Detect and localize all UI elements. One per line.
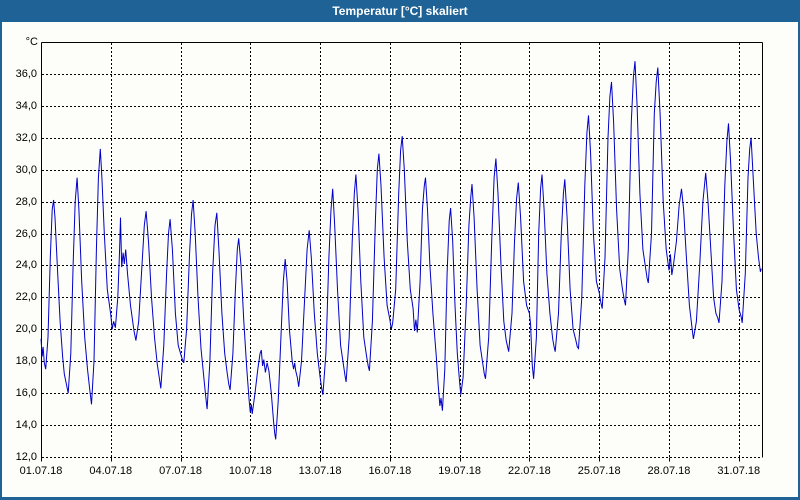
y-tick-label: 34,0: [15, 99, 37, 112]
y-tick-label: 12,0: [15, 451, 37, 463]
x-tick-label: 25.07.18: [577, 465, 621, 477]
y-axis-unit-label: °C: [25, 36, 38, 48]
x-tick-label: 13.07.18: [298, 465, 342, 477]
y-tick-label: 24,0: [15, 259, 37, 272]
x-tick-label: 04.07.18: [89, 465, 133, 477]
y-tick-label: 36,0: [15, 67, 37, 80]
y-tick-label: 16,0: [15, 387, 37, 400]
y-tick-label: 20,0: [15, 323, 37, 336]
x-tick-label: 01.07.18: [19, 465, 63, 477]
x-tick-label: 31.07.18: [717, 465, 761, 477]
x-tick-label: 28.07.18: [647, 465, 691, 477]
x-tick-label: 19.07.18: [438, 465, 482, 477]
temperature-line: [40, 61, 762, 440]
y-tick-label: 18,0: [15, 355, 37, 368]
x-tick-label: 07.07.18: [159, 465, 202, 477]
y-tick-label: 26,0: [15, 227, 37, 240]
y-tick-label: 30,0: [15, 163, 37, 176]
chart-panel: [2, 22, 798, 497]
y-tick-label: 14,0: [15, 419, 37, 432]
x-tick-label: 10.07.18: [228, 465, 272, 477]
y-tick-label: 22,0: [15, 291, 37, 304]
chart-title: Temperatur [°C] skaliert: [332, 4, 468, 18]
y-tick-label: 28,0: [15, 195, 37, 208]
x-tick-label: 22.07.18: [507, 465, 551, 477]
y-tick-label: 32,0: [15, 131, 37, 144]
window-titlebar: Temperatur [°C] skaliert: [0, 0, 800, 22]
x-tick-label: 16.07.18: [368, 465, 412, 477]
